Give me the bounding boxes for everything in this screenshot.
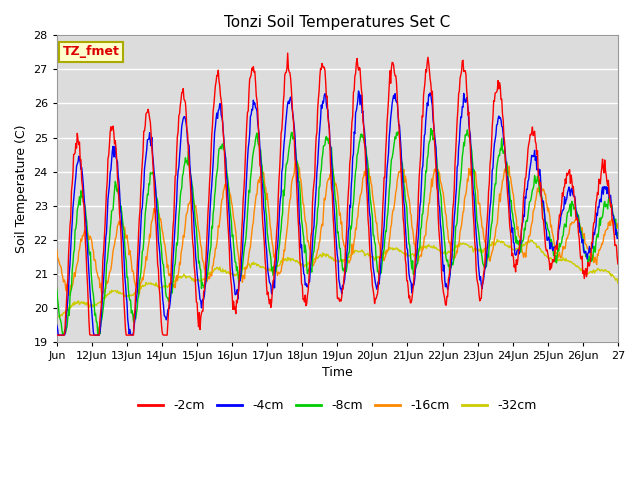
-8cm [177, 188, 185, 193]
-16cm [131, 277, 138, 283]
-8cm [614, 230, 621, 236]
-8cm [458, 165, 465, 171]
-16cm [177, 251, 185, 256]
-16cm [53, 247, 61, 252]
-8cm [131, 311, 138, 317]
-2cm [284, 50, 291, 56]
-32cm [53, 314, 61, 320]
-32cm [177, 275, 185, 281]
-2cm [61, 313, 69, 319]
-4cm [528, 153, 536, 158]
-8cm [427, 126, 435, 132]
-16cm [614, 225, 621, 231]
-32cm [614, 280, 621, 286]
-4cm [511, 251, 518, 257]
-4cm [53, 323, 61, 328]
-16cm [511, 208, 518, 214]
-4cm [614, 236, 621, 241]
-16cm [458, 222, 465, 228]
-4cm [177, 134, 185, 140]
Line: -8cm: -8cm [57, 129, 618, 335]
-16cm [65, 292, 73, 298]
-2cm [177, 102, 184, 108]
Line: -32cm: -32cm [57, 240, 618, 317]
X-axis label: Time: Time [322, 367, 353, 380]
-8cm [53, 287, 61, 292]
-32cm [528, 238, 536, 244]
-2cm [130, 332, 138, 338]
-4cm [63, 311, 70, 317]
-32cm [493, 237, 501, 242]
-16cm [61, 285, 69, 291]
-2cm [510, 264, 518, 270]
-2cm [53, 332, 61, 338]
-8cm [63, 326, 70, 332]
-32cm [511, 247, 518, 253]
-8cm [528, 192, 536, 198]
Legend: -2cm, -4cm, -8cm, -16cm, -32cm: -2cm, -4cm, -8cm, -16cm, -32cm [133, 394, 541, 417]
-4cm [54, 332, 62, 338]
Line: -4cm: -4cm [57, 91, 618, 335]
-16cm [528, 221, 536, 227]
-32cm [131, 290, 138, 296]
Text: TZ_fmet: TZ_fmet [63, 45, 119, 58]
-4cm [458, 115, 465, 120]
Y-axis label: Soil Temperature (C): Soil Temperature (C) [15, 124, 28, 253]
-2cm [614, 261, 621, 267]
-32cm [63, 308, 70, 313]
-2cm [457, 72, 465, 78]
-4cm [355, 88, 362, 94]
Title: Tonzi Soil Temperatures Set C: Tonzi Soil Temperatures Set C [224, 15, 451, 30]
Line: -16cm: -16cm [57, 162, 618, 295]
-2cm [527, 132, 535, 138]
-32cm [55, 314, 63, 320]
-4cm [131, 322, 138, 328]
Line: -2cm: -2cm [57, 53, 618, 335]
-32cm [457, 240, 465, 246]
-8cm [60, 332, 67, 338]
-16cm [292, 159, 300, 165]
-8cm [511, 228, 518, 234]
